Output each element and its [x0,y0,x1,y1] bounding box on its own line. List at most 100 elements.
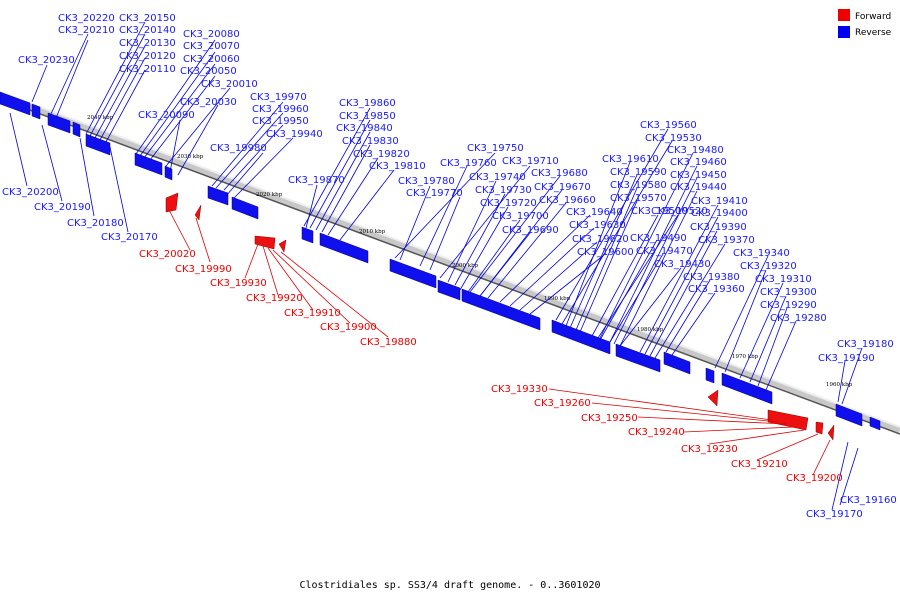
gene-label[interactable]: CK3_19810 [369,161,426,172]
gene-label[interactable]: CK3_19770 [406,188,463,199]
gene-block[interactable] [815,421,824,435]
gene-label[interactable]: CK3_19970 [250,92,307,103]
gene-label[interactable]: CK3_19340 [733,248,790,259]
gene-block[interactable] [389,258,437,289]
gene-label[interactable]: CK3_20060 [183,54,240,65]
gene-label[interactable]: CK3_19910 [284,308,341,319]
gene-block[interactable] [47,112,71,134]
gene-label[interactable]: CK3_19500 [631,206,688,217]
gene-label[interactable]: CK3_20150 [119,13,176,24]
gene-label[interactable]: CK3_20070 [183,41,240,52]
gene-label[interactable]: CK3_20130 [119,38,176,49]
gene-label[interactable]: CK3_19990 [175,264,232,275]
gene-label[interactable]: CK3_20010 [201,79,258,90]
gene-label[interactable]: CK3_20090 [138,110,195,121]
gene-label[interactable]: CK3_19530 [645,133,702,144]
gene-label[interactable]: CK3_19380 [683,272,740,283]
gene-label[interactable]: CK3_19330 [491,384,548,395]
gene-label[interactable]: CK3_20220 [58,13,115,24]
gene-label[interactable]: CK3_19980 [210,143,267,154]
gene-block[interactable] [301,226,314,244]
gene-label[interactable]: CK3_19700 [492,211,549,222]
gene-label[interactable]: CK3_19190 [818,353,875,364]
gene-label[interactable]: CK3_19440 [670,182,727,193]
gene-block[interactable] [437,279,461,301]
gene-label[interactable]: CK3_19370 [698,235,755,246]
gene-block[interactable] [278,239,287,253]
gene-label[interactable]: CK3_19750 [467,143,524,154]
gene-label[interactable]: CK3_19690 [502,225,559,236]
gene-label[interactable]: CK3_19410 [691,196,748,207]
gene-label[interactable]: CK3_19830 [342,136,399,147]
gene-label[interactable]: CK3_19320 [740,261,797,272]
gene-label[interactable]: CK3_20210 [58,25,115,36]
gene-label[interactable]: CK3_19480 [667,145,724,156]
gene-label[interactable]: CK3_20050 [180,66,237,77]
gene-block[interactable] [85,133,111,156]
gene-label[interactable]: CK3_19240 [628,427,685,438]
gene-block[interactable] [319,232,369,264]
gene-label[interactable]: CK3_19740 [469,172,526,183]
gene-block[interactable] [231,196,259,220]
gene-label[interactable]: CK3_20190 [34,202,91,213]
gene-block[interactable] [827,424,835,441]
gene-block[interactable] [705,367,715,384]
gene-label[interactable]: CK3_19160 [840,495,897,506]
gene-label[interactable]: CK3_19520 [651,206,708,217]
gene-label[interactable]: CK3_20080 [183,29,240,40]
gene-block[interactable] [707,389,719,407]
gene-label[interactable]: CK3_19840 [336,123,393,134]
gene-label[interactable]: CK3_20120 [119,51,176,62]
gene-label[interactable]: CK3_19570 [610,193,667,204]
gene-label[interactable]: CK3_19850 [339,111,396,122]
gene-label[interactable]: CK3_19630 [569,220,626,231]
gene-block[interactable] [551,319,611,355]
gene-label[interactable]: CK3_19900 [320,322,377,333]
gene-label[interactable]: CK3_19870 [288,175,345,186]
gene-label[interactable]: CK3_19670 [534,182,591,193]
gene-label[interactable]: CK3_19490 [630,233,687,244]
gene-label[interactable]: CK3_19260 [534,398,591,409]
gene-block[interactable] [615,343,661,373]
gene-label[interactable]: CK3_19400 [691,208,748,219]
gene-label[interactable]: CK3_19390 [690,222,747,233]
gene-block[interactable] [869,416,881,431]
gene-label[interactable]: CK3_19680 [531,168,588,179]
gene-label[interactable]: CK3_19560 [640,120,697,131]
gene-block[interactable] [461,288,541,331]
gene-label[interactable]: CK3_19960 [252,104,309,115]
gene-label[interactable]: CK3_19760 [440,158,497,169]
gene-label[interactable]: CK3_19250 [581,413,638,424]
gene-label[interactable]: CK3_19950 [252,116,309,127]
gene-label[interactable]: CK3_19430 [654,259,711,270]
gene-label[interactable]: CK3_19310 [755,274,812,285]
gene-label[interactable]: CK3_19710 [502,156,559,167]
gene-block[interactable] [835,403,863,427]
gene-label[interactable]: CK3_20030 [180,97,237,108]
gene-label[interactable]: CK3_19660 [539,195,596,206]
gene-label[interactable]: CK3_19640 [566,207,623,218]
gene-label[interactable]: CK3_19940 [266,129,323,140]
gene-label[interactable]: CK3_19280 [770,313,827,324]
gene-block[interactable] [207,185,229,206]
gene-label[interactable]: CK3_19780 [398,176,455,187]
gene-label[interactable]: CK3_19600 [577,247,634,258]
gene-label[interactable]: CK3_20200 [2,187,59,198]
gene-label[interactable]: CK3_19580 [610,180,667,191]
gene-label[interactable]: CK3_20110 [119,64,176,75]
gene-label[interactable]: CK3_20140 [119,25,176,36]
gene-label[interactable]: CK3_19300 [760,287,817,298]
gene-label[interactable]: CK3_19820 [353,149,410,160]
gene-block[interactable] [663,351,691,375]
gene-label[interactable]: CK3_20170 [101,232,158,243]
gene-block[interactable] [721,372,773,405]
gene-block[interactable] [194,204,202,221]
gene-label[interactable]: CK3_19230 [681,444,738,455]
gene-label[interactable]: CK3_20230 [18,55,75,66]
gene-block[interactable] [31,103,41,120]
gene-label[interactable]: CK3_19590 [610,167,667,178]
gene-label[interactable]: CK3_19880 [360,337,417,348]
gene-label[interactable]: CK3_19730 [475,185,532,196]
gene-label[interactable]: CK3_20020 [139,249,196,260]
gene-label[interactable]: CK3_19180 [837,339,894,350]
